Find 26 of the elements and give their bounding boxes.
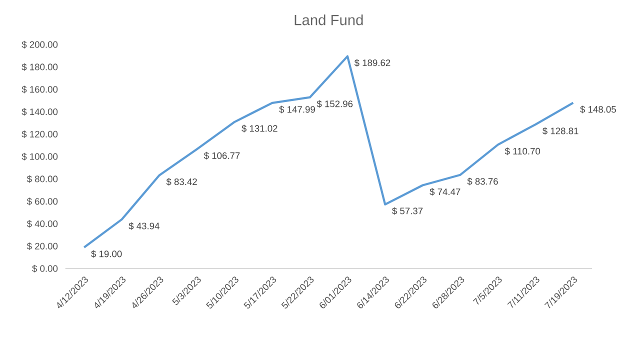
y-tick-label: $ 40.00 xyxy=(26,220,58,228)
y-tick-label: $ 160.00 xyxy=(22,86,58,94)
data-label: $ 74.47 xyxy=(430,188,460,196)
data-label: $ 43.94 xyxy=(128,222,160,230)
data-label: $ 147.99 xyxy=(279,106,315,114)
data-label: $ 106.77 xyxy=(204,152,240,160)
data-label: $ 57.37 xyxy=(392,207,423,215)
chart-title: Land Fund xyxy=(294,14,363,26)
y-tick-label: $ 100.00 xyxy=(22,152,58,160)
data-label: $ 83.42 xyxy=(166,178,197,186)
data-label: $ 83.76 xyxy=(467,178,498,186)
data-label: $ 148.05 xyxy=(580,106,616,114)
y-tick-label: $ 80.00 xyxy=(26,175,58,183)
y-tick-label: $ 120.00 xyxy=(22,130,58,138)
data-label: $ 110.70 xyxy=(504,148,540,156)
data-label: $ 131.02 xyxy=(242,124,278,132)
data-label: $ 19.00 xyxy=(91,250,122,258)
y-tick-label: $ 200.00 xyxy=(22,40,58,48)
y-tick-label: $ 20.00 xyxy=(26,242,58,250)
data-label: $ 152.96 xyxy=(316,100,353,108)
data-label: $ 189.62 xyxy=(354,59,390,67)
y-tick-label: $ 0.00 xyxy=(32,264,58,272)
y-tick-label: $ 180.00 xyxy=(22,63,58,71)
y-tick-label: $ 60.00 xyxy=(26,198,58,206)
y-tick-label: $ 140.00 xyxy=(22,108,58,116)
data-label: $ 128.81 xyxy=(542,127,578,135)
